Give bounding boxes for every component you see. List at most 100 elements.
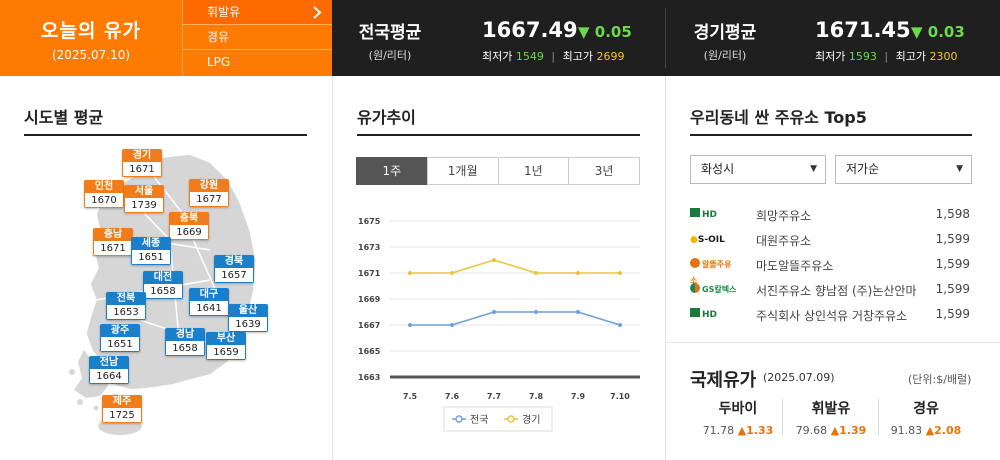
- station-price: 1,599: [935, 307, 970, 321]
- series-line: [410, 259, 620, 274]
- y-tick-label: 1675: [358, 217, 381, 226]
- region-select-value: 화성시: [701, 162, 735, 176]
- logo-text: HD: [702, 310, 718, 320]
- sort-select[interactable]: 저가순 ▼: [835, 155, 972, 184]
- region-chungbuk[interactable]: 충북 1669: [169, 212, 209, 240]
- x-tick-label: 7.8: [529, 392, 544, 401]
- region-chungnam[interactable]: 충남 1671: [93, 228, 133, 256]
- region-name: 인천: [84, 180, 124, 193]
- region-price: 1739: [124, 198, 164, 213]
- station-row[interactable]: 알뜰주유소 마도알뜰주유소 1,599: [690, 252, 972, 285]
- intl-change: ▲1.39: [830, 424, 867, 437]
- gyeonggi-max-value: 2300: [929, 50, 958, 63]
- region-select[interactable]: 화성시 ▼: [690, 155, 826, 184]
- station-row[interactable]: HD 희망주유소 1,598: [690, 202, 972, 227]
- region-price: 1671: [122, 162, 162, 177]
- region-gyeonggi[interactable]: 경기 1671: [122, 149, 162, 177]
- region-price: 1651: [131, 250, 171, 265]
- region-busan[interactable]: 부산 1659: [206, 332, 246, 360]
- region-name: 경남: [165, 328, 205, 341]
- region-name: 부산: [206, 332, 246, 345]
- station-name: 마도알뜰주유소: [756, 259, 834, 273]
- tab-3-years[interactable]: 3년: [568, 157, 640, 185]
- region-gwangju[interactable]: 광주 1651: [100, 324, 140, 352]
- legend-marker: [507, 415, 515, 423]
- gyeonggi-min-label: 최저가: [815, 50, 846, 63]
- region-price: 1641: [189, 301, 229, 316]
- intl-change: ▲2.08: [925, 424, 962, 437]
- price-trend-chart: 1675 1673 1671 1669 1667 1665 1663 7.5 7.6 7.7 7.8…: [358, 217, 640, 432]
- stations-title: 우리동네 싼 주유소 Top5: [690, 108, 867, 127]
- tab-1-month[interactable]: 1개월: [426, 157, 499, 185]
- y-tick-label: 1671: [358, 269, 381, 278]
- national-max-value: 2699: [596, 50, 625, 63]
- data-point: [618, 271, 622, 275]
- region-price: 1670: [84, 193, 124, 208]
- title-rule: [24, 134, 307, 136]
- divider: [665, 8, 666, 68]
- tab-gasoline-label: 휘발유: [207, 5, 241, 19]
- tab-diesel[interactable]: 경유: [182, 25, 332, 50]
- tab-1-week[interactable]: 1주: [356, 157, 428, 185]
- region-name: 강원: [189, 179, 229, 192]
- region-incheon[interactable]: 인천 1670: [84, 180, 124, 208]
- s-oil-logo-icon: ●S-OIL: [690, 235, 725, 245]
- station-name: 서진주유소 향남점 (주)논산안마: [756, 284, 917, 298]
- region-name: 경북: [214, 255, 254, 268]
- station-row[interactable]: ●S-OIL 대원주유소 1,599: [690, 227, 972, 252]
- region-gyeongnam[interactable]: 경남 1658: [165, 328, 205, 356]
- region-seoul[interactable]: 서울 1739: [124, 185, 164, 213]
- gyeonggi-avg-name: 경기평균: [693, 23, 757, 43]
- data-point: [408, 271, 412, 275]
- legend-label: 경기: [522, 413, 540, 426]
- tab-gasoline[interactable]: 휘발유: [182, 0, 332, 25]
- top-bar: 오늘의 유가 (2025.07.10) 휘발유 경유 LPG 전국평균 (원/리…: [0, 0, 1000, 76]
- hd-hyundai-oilbank-logo-icon: HD: [690, 207, 738, 223]
- station-price: 1,599: [935, 257, 970, 271]
- region-jeju[interactable]: 제주 1725: [102, 395, 142, 423]
- station-price: 1,599: [935, 232, 970, 246]
- y-tick-label: 1665: [358, 347, 381, 356]
- gyeonggi-avg-unit: (원/리터): [703, 49, 747, 62]
- station-row[interactable]: HD 주식회사 상인석유 거창주유소 1,599: [690, 302, 972, 327]
- region-ulsan[interactable]: 울산 1639: [228, 304, 268, 332]
- caret-down-icon: ▼: [956, 164, 963, 174]
- intl-value: 91.83: [890, 424, 923, 437]
- region-jeonbuk[interactable]: 전북 1653: [106, 292, 146, 320]
- intl-change: ▲1.33: [737, 424, 774, 437]
- region-price: 1725: [102, 408, 142, 423]
- x-tick-label: 7.9: [571, 392, 586, 401]
- station-price: 1,599: [935, 282, 970, 296]
- gyeonggi-avg-title: 경기평균 (원/리터): [680, 18, 770, 63]
- national-max-label: 최고가: [562, 50, 593, 63]
- national-avg-price: 1667.49: [482, 18, 578, 42]
- gyeonggi-avg-price: 1671.45: [815, 18, 911, 42]
- region-price: 1658: [165, 341, 205, 356]
- station-row[interactable]: GS칼텍스 서진주유소 향남점 (주)논산안마 1,599: [690, 277, 972, 302]
- data-point: [492, 258, 496, 262]
- region-price: 1651: [100, 337, 140, 352]
- region-name: 충북: [169, 212, 209, 225]
- data-point: [534, 271, 538, 275]
- period-tabs: 1주 1개월 1년 3년: [356, 157, 640, 185]
- hd-hyundai-oilbank-logo-icon: HD: [690, 307, 738, 323]
- region-sejong[interactable]: 세종 1651: [131, 237, 171, 265]
- title-rule: [690, 134, 972, 136]
- data-point: [576, 271, 580, 275]
- national-avg-unit: (원/리터): [368, 49, 412, 62]
- region-name: 세종: [131, 237, 171, 250]
- tab-1-year[interactable]: 1년: [497, 157, 570, 185]
- gyeonggi-min-max: 최저가 1593 | 최고가 2300: [815, 48, 957, 64]
- region-gyeongbuk[interactable]: 경북 1657: [214, 255, 254, 283]
- region-price: 1669: [169, 225, 209, 240]
- today-price-box: 오늘의 유가 (2025.07.10): [0, 0, 182, 76]
- x-tick-label: 7.7: [487, 392, 501, 401]
- national-avg-change: ▼ 0.05: [578, 23, 632, 41]
- national-min-value: 1549: [515, 50, 544, 63]
- gs-caltex-logo-icon: GS칼텍스: [690, 282, 738, 298]
- region-gangwon[interactable]: 강원 1677: [189, 179, 229, 207]
- region-daejeon[interactable]: 대전 1658: [143, 271, 183, 299]
- tab-lpg[interactable]: LPG: [182, 50, 332, 76]
- region-daegu[interactable]: 대구 1641: [189, 288, 229, 316]
- region-jeonnam[interactable]: 전남 1664: [89, 356, 129, 384]
